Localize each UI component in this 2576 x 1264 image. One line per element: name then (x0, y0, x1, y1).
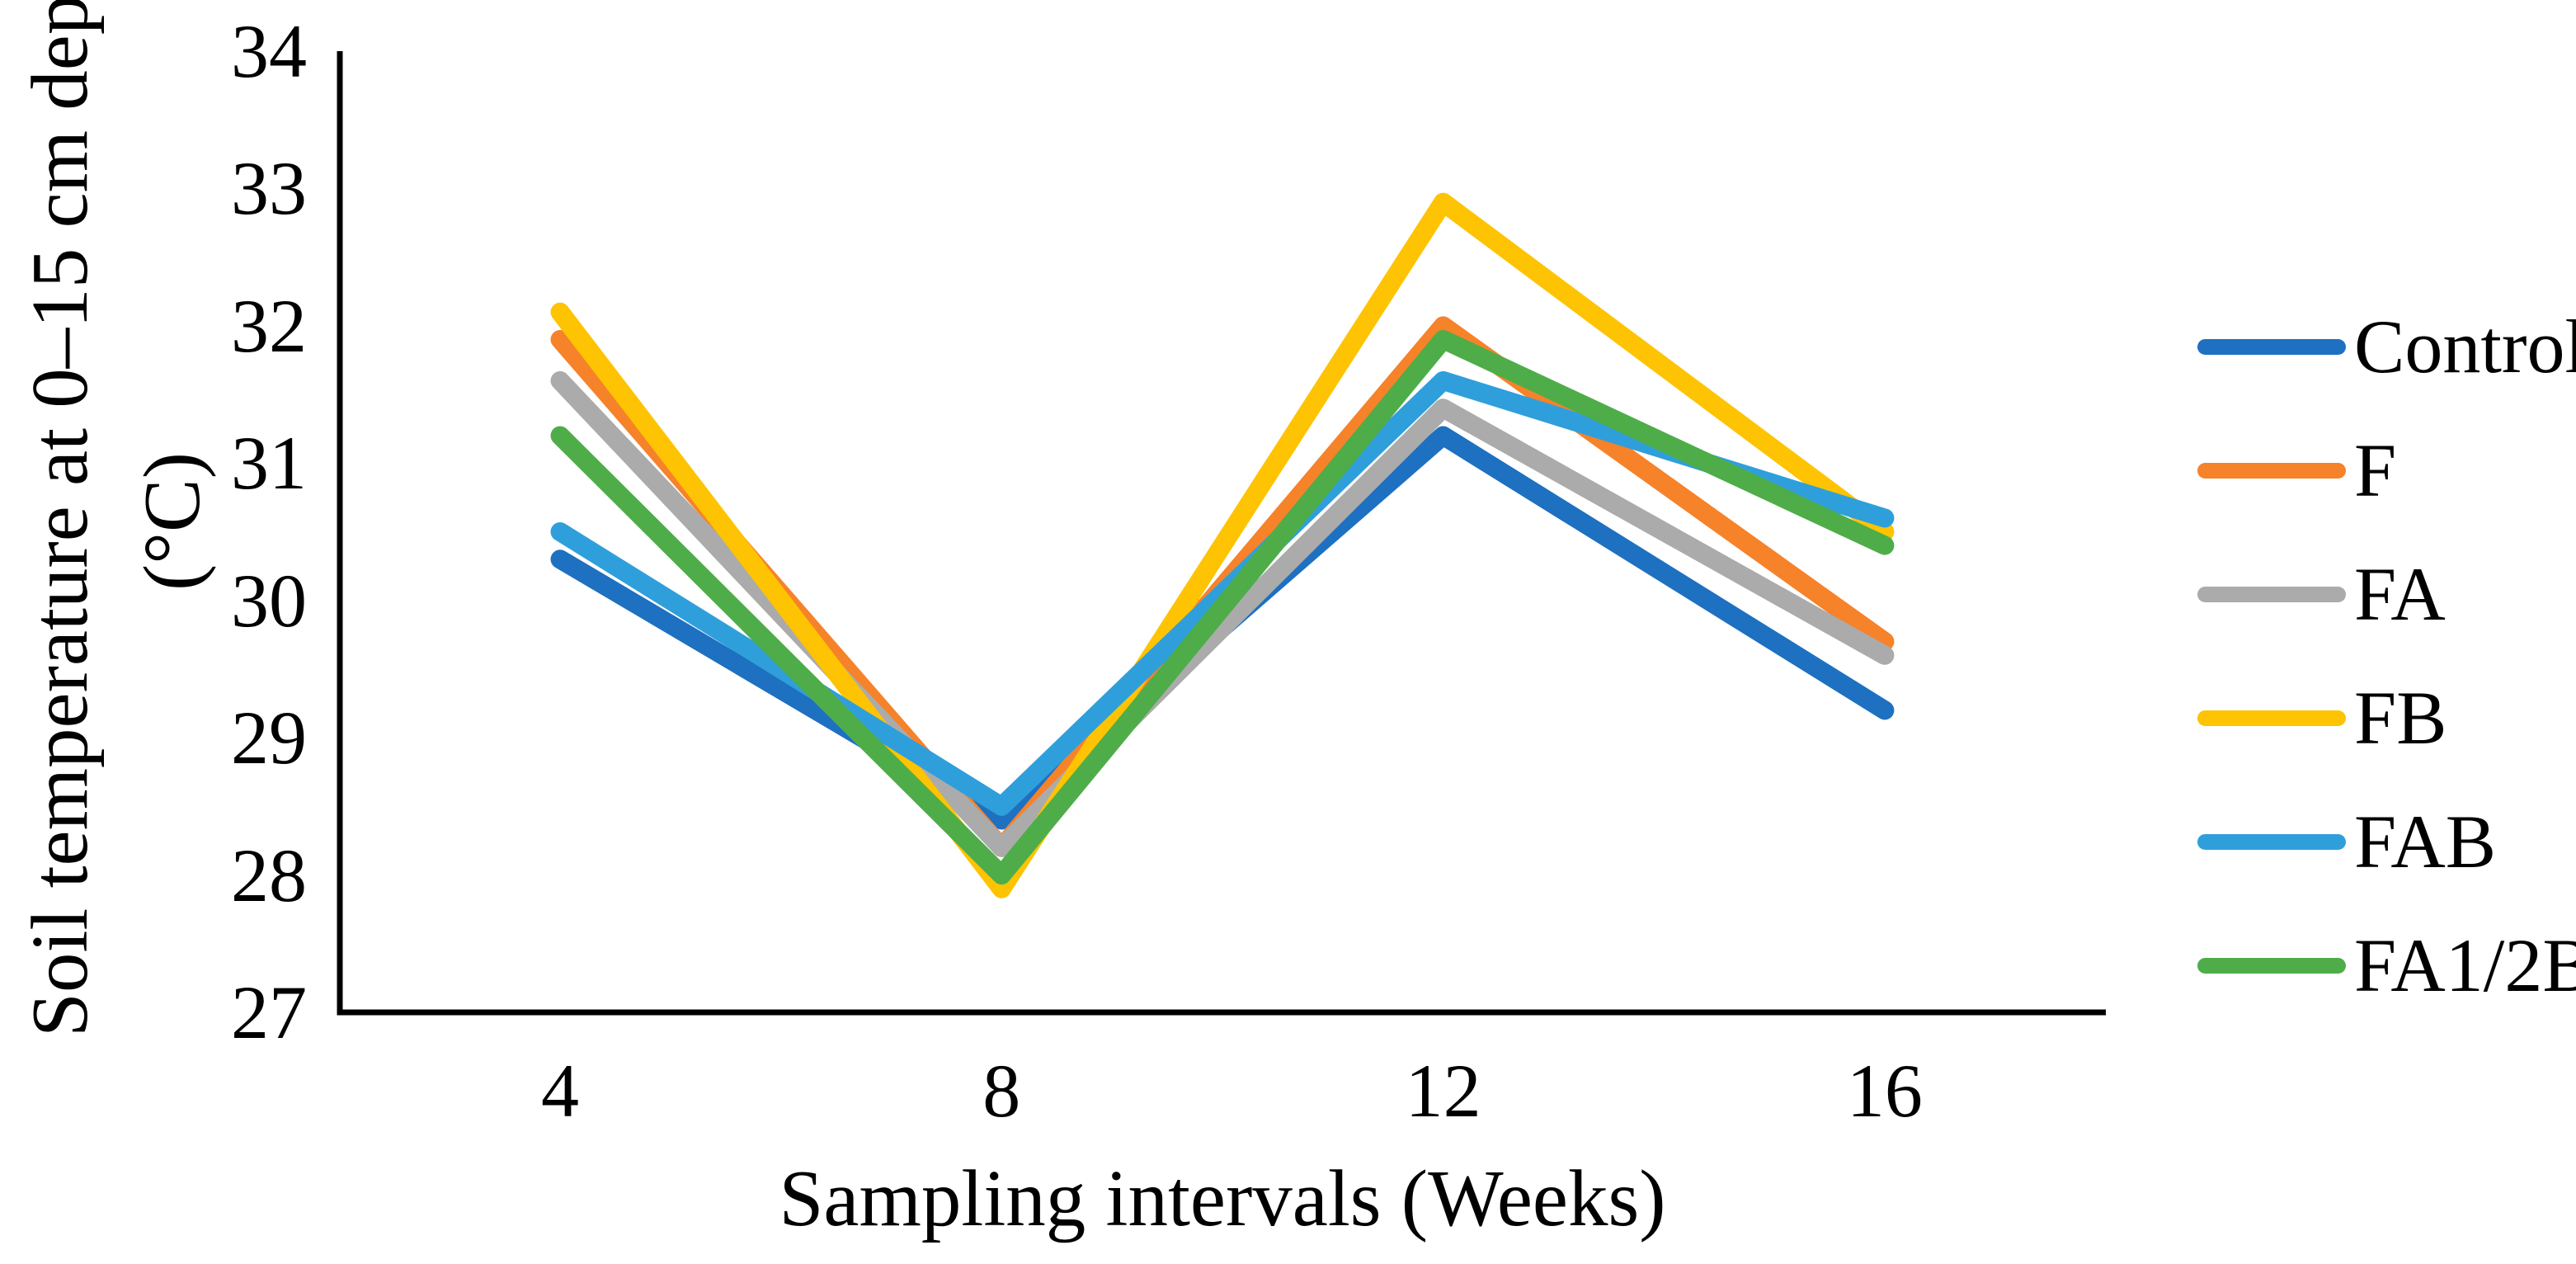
y-tick-label-33: 33 (231, 146, 307, 231)
legend-label-f: F (2354, 428, 2397, 512)
y-tick-label-27: 27 (231, 970, 307, 1054)
legend-label-fa: FA (2354, 552, 2446, 636)
y-axis-title-text: Soil temperature at 0–15 cm depth (16, 0, 104, 1037)
legend-item-fa1-2b: FA1/2B (2197, 903, 2576, 1027)
x-axis-title: Sampling intervals (Weeks) (779, 1154, 1666, 1243)
chart-legend: Control F FA FB FAB FA1/2B (2197, 285, 2576, 1027)
x-tick-label-16: 16 (1846, 1049, 1923, 1133)
legend-item-control: Control (2197, 285, 2576, 408)
legend-item-fb: FB (2197, 656, 2576, 780)
legend-label-fa1-2b: FA1/2B (2354, 923, 2576, 1007)
x-tick-label-12: 12 (1405, 1049, 1481, 1133)
legend-label-fb: FB (2354, 676, 2447, 760)
series-line-fb (550, 192, 1895, 898)
y-tick-label-30: 30 (231, 558, 307, 643)
y-tick-label-32: 32 (231, 283, 307, 368)
x-tick-label-4: 4 (541, 1049, 579, 1133)
y-axis-title-units: (°C) (128, 451, 216, 592)
legend-item-f: F (2197, 408, 2576, 532)
legend-label-fab: FAB (2354, 799, 2497, 884)
legend-swatch-fab (2197, 833, 2346, 850)
y-tick-label-34: 34 (231, 9, 307, 93)
legend-label-control: Control (2354, 304, 2576, 389)
x-tick-label-8: 8 (982, 1049, 1021, 1133)
legend-swatch-f (2197, 462, 2346, 479)
y-tick-label-31: 31 (231, 421, 307, 506)
y-axis-title: Soil temperature at 0–15 cm depth (°C) (4, 0, 227, 1037)
legend-swatch-fa1-2b (2197, 957, 2346, 974)
series-line-fa1-2b (550, 330, 1895, 885)
y-tick-label-29: 29 (231, 696, 307, 781)
legend-swatch-fa (2197, 586, 2346, 602)
legend-swatch-fb (2197, 710, 2346, 726)
legend-swatch-control (2197, 338, 2346, 355)
legend-item-fa: FA (2197, 532, 2576, 656)
legend-item-fab: FAB (2197, 780, 2576, 903)
y-tick-label-28: 28 (231, 832, 307, 917)
